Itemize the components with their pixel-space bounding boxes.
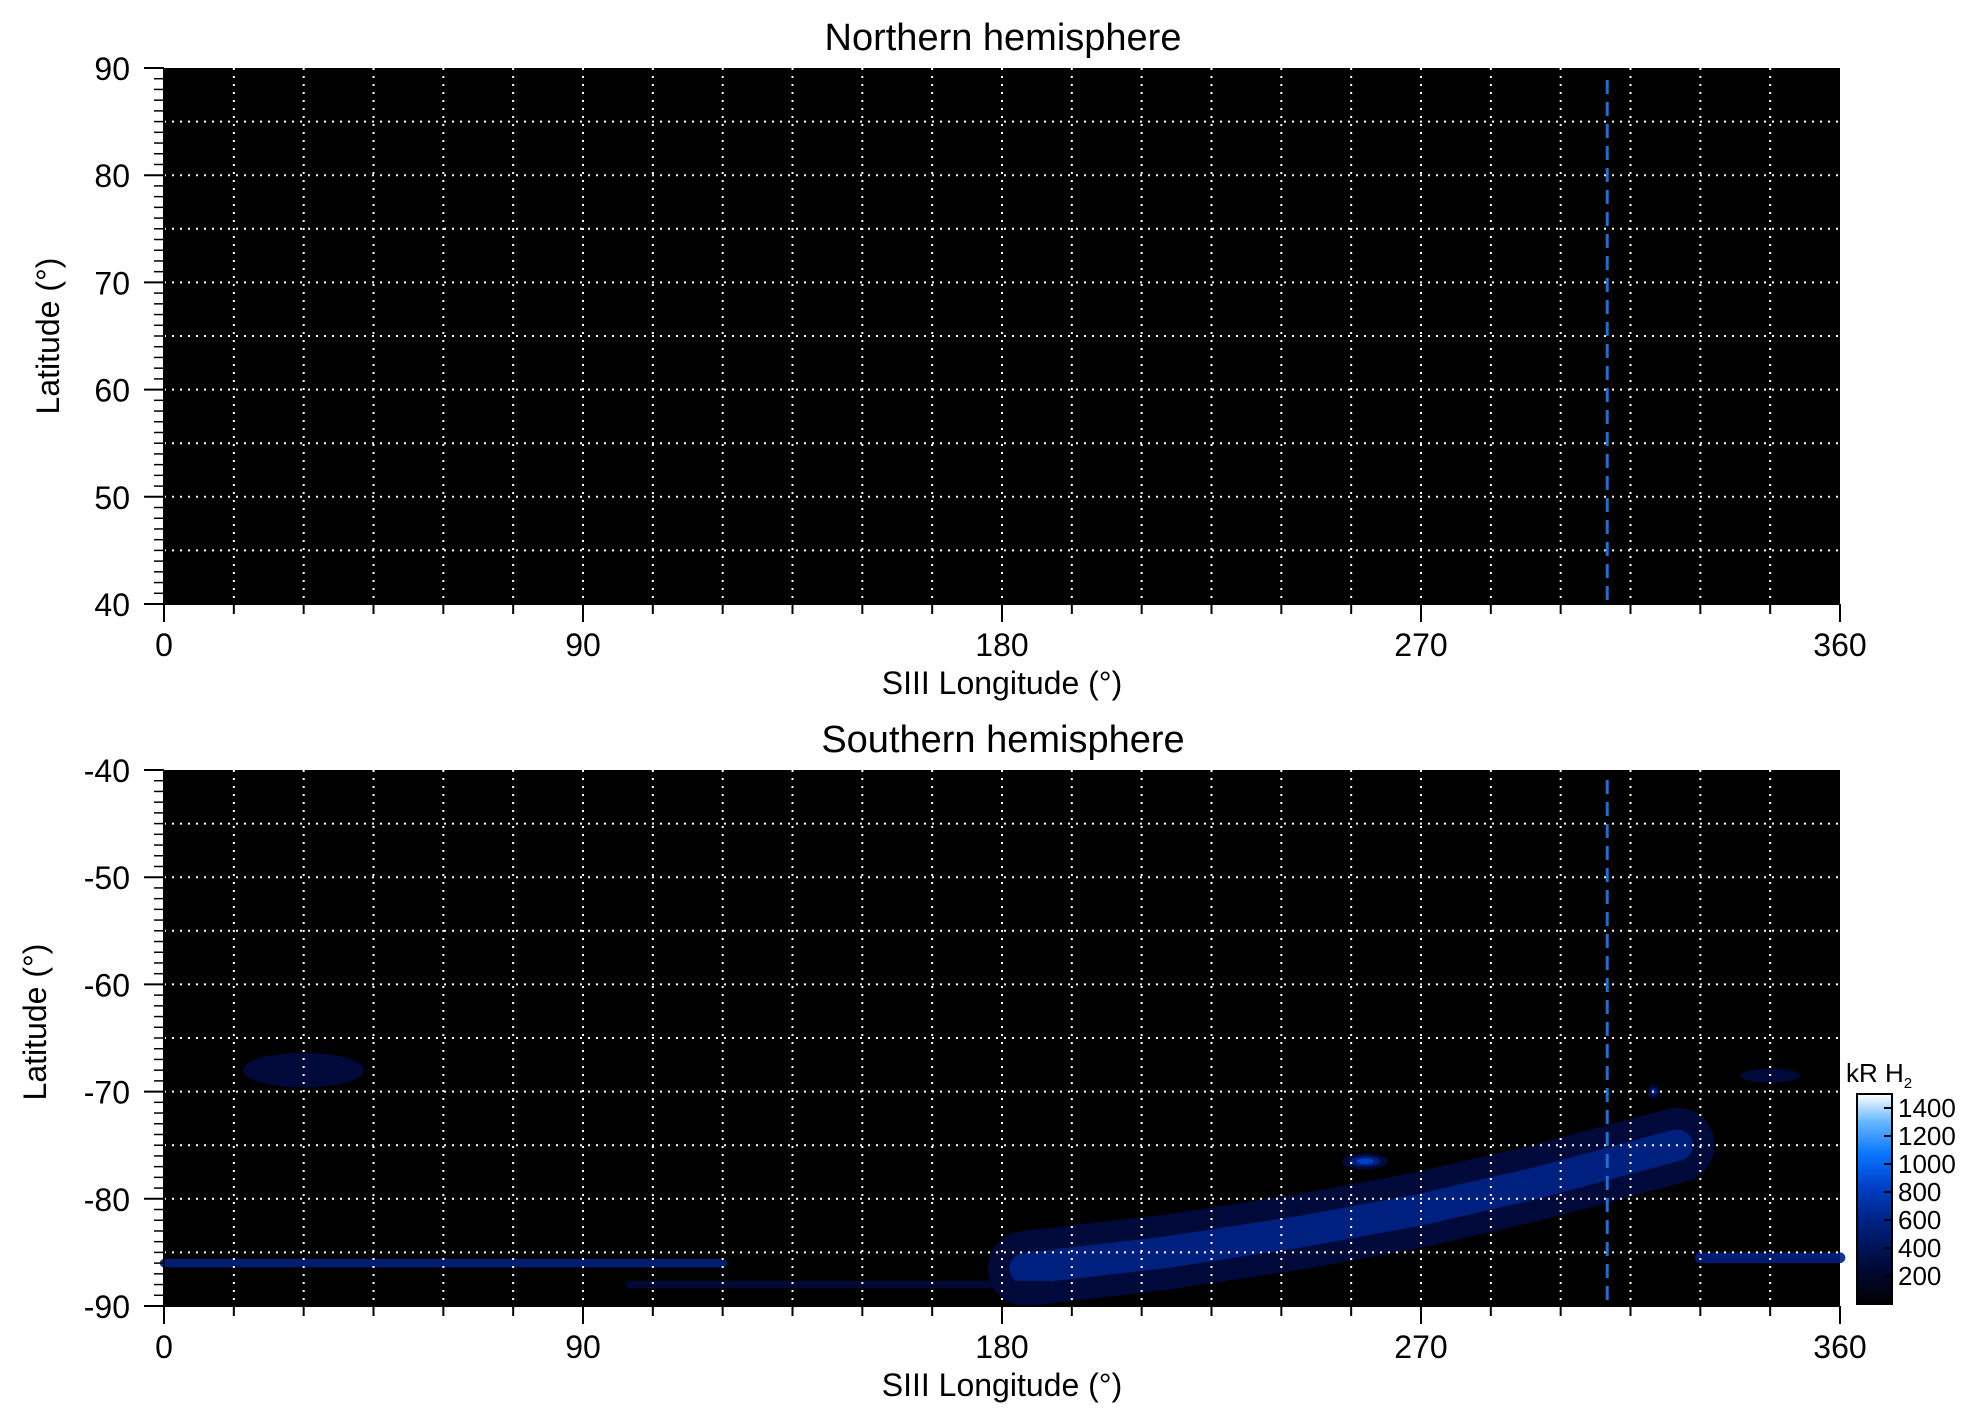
y-tick-label: -50 — [84, 860, 130, 896]
colorbar-tick-label: 800 — [1898, 1177, 1941, 1207]
y-tick-label: 50 — [94, 480, 130, 516]
y-tick-label: 40 — [94, 587, 130, 623]
northern-title: Northern hemisphere — [825, 17, 1182, 59]
colorbar-scale — [1856, 1093, 1893, 1305]
southern-xlabel: SIII Longitude (°) — [882, 1367, 1122, 1403]
x-tick-label: 360 — [1813, 627, 1866, 663]
x-tick-label: 270 — [1394, 1329, 1447, 1365]
northern-xlabel: SIII Longitude (°) — [882, 665, 1122, 701]
colorbar-tick-label: 400 — [1898, 1233, 1941, 1263]
y-tick-label: -60 — [84, 967, 130, 1003]
northern-x-axis: 0 90 180 270 360 — [155, 603, 1867, 663]
colorbar-tick-label: 600 — [1898, 1205, 1941, 1235]
y-tick-label: 70 — [94, 265, 130, 301]
x-tick-label: 90 — [565, 1329, 601, 1365]
emission-spot — [1356, 1158, 1374, 1165]
colorbar-tick-label: 1000 — [1898, 1149, 1956, 1179]
x-tick-label: 90 — [565, 627, 601, 663]
southern-title: Southern hemisphere — [821, 719, 1184, 761]
northern-grid — [164, 68, 1840, 604]
y-tick-label: -40 — [84, 753, 130, 789]
x-tick-label: 0 — [155, 1329, 173, 1365]
southern-panel: Southern hemisphere -40 -50 -60 -70 -80 -90 0… — [17, 719, 1867, 1403]
southern-x-axis: 0 90 180 270 360 — [155, 1305, 1867, 1365]
northern-y-axis: 40 50 60 70 80 90 — [94, 51, 165, 623]
x-tick-label: 0 — [155, 627, 173, 663]
colorbar-tick-label: 200 — [1898, 1261, 1941, 1291]
colorbar-tick-label: 1400 — [1898, 1093, 1956, 1123]
emission-arc — [1009, 1129, 1693, 1285]
x-tick-label: 180 — [975, 1329, 1028, 1365]
x-tick-label: 180 — [975, 627, 1028, 663]
y-tick-label: -80 — [84, 1182, 130, 1218]
southern-grid — [164, 770, 1840, 1306]
northern-ylabel: Latitude (°) — [30, 258, 66, 415]
x-tick-label: 270 — [1394, 627, 1447, 663]
colorbar-tick-label: 1200 — [1898, 1121, 1956, 1151]
emission-spot — [271, 1060, 337, 1080]
y-tick-label: 90 — [94, 51, 130, 87]
colorbar-unit: kR H2 — [1846, 1058, 1912, 1092]
southern-y-axis: -40 -50 -60 -70 -80 -90 — [84, 753, 165, 1325]
northern-panel: Northern hemisphere 40 50 60 70 80 90 0 90 180 2… — [30, 17, 1867, 701]
y-tick-label: 80 — [94, 158, 130, 194]
southern-ylabel: Latitude (°) — [17, 944, 53, 1101]
y-tick-label: -90 — [84, 1289, 130, 1325]
x-tick-label: 360 — [1813, 1329, 1866, 1365]
y-tick-label: -70 — [84, 1075, 130, 1111]
southern-emission-map — [159, 1043, 1846, 1307]
y-tick-label: 60 — [94, 373, 130, 409]
